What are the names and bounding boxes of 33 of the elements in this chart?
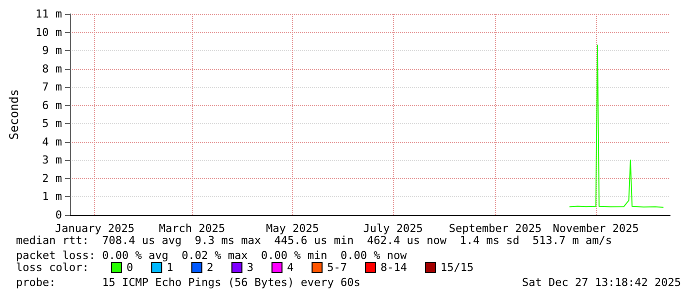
text: packet loss: 0.00 % avg 0.02 % max 0.00 % min 0.00 % now <box>16 249 408 262</box>
y-tick-label: 6 m <box>42 98 62 112</box>
legend-label: 2 <box>206 261 214 274</box>
x-tick-label: September 2025 <box>448 222 542 235</box>
x-tick-label: March 2025 <box>158 222 226 235</box>
text: Sat Dec 27 13:18:42 2025 <box>522 276 682 289</box>
x-tick-label: May 2025 <box>266 222 320 235</box>
text: probe: 15 ICMP Echo Pings (56 Bytes) every 60s <box>16 276 360 289</box>
y-tick-label: 11 m <box>36 8 62 20</box>
y-tick-label: 0 <box>55 208 62 222</box>
y-tick-label: 5 m <box>42 117 62 130</box>
text: median rtt: 708.4 us avg 9.3 ms max 445.6 us min 462.4 us now 1.4 ms sd 513.7 m am/s <box>16 234 612 247</box>
legend-label: 8-14 <box>380 261 408 274</box>
y-tick-label: 2 m <box>42 172 62 185</box>
x-tick-label: July 2025 <box>363 222 423 235</box>
y-axis-title: Seconds <box>7 89 21 140</box>
legend-label: 5-7 <box>327 261 347 274</box>
x-tick-label: November 2025 <box>552 222 639 235</box>
legend-label: 4 <box>286 261 294 274</box>
y-tick-label: 9 m <box>42 44 62 58</box>
line-series <box>568 44 664 208</box>
legend-label: 3 <box>246 261 254 274</box>
legend-label: 15/15 <box>440 261 474 274</box>
y-tick-label: 1 m <box>42 190 62 204</box>
y-tick-label: 8 m <box>42 62 62 76</box>
y-tick-label: 7 m <box>42 80 62 94</box>
text: loss color: <box>16 261 89 274</box>
y-tick-label: 4 m <box>42 135 62 148</box>
x-tick-label: January 2025 <box>54 222 134 235</box>
legend-label: 0 <box>126 261 134 274</box>
legend-label: 1 <box>166 261 174 274</box>
y-tick-label: 10 m <box>36 26 62 39</box>
y-tick-label: 3 m <box>42 154 62 167</box>
